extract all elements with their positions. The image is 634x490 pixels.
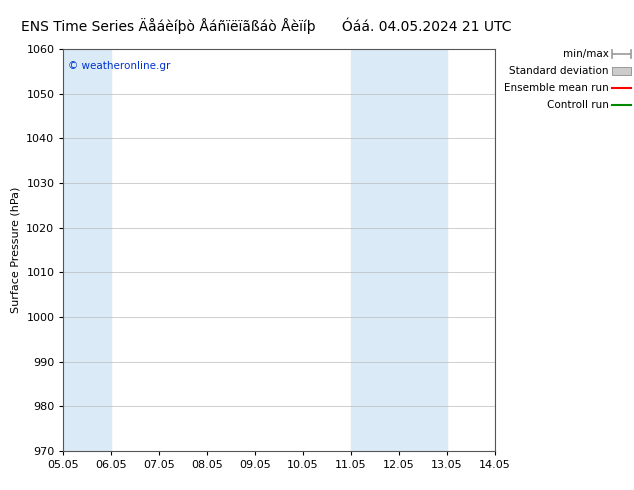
Y-axis label: Surface Pressure (hPa): Surface Pressure (hPa) [11, 187, 21, 313]
Text: Standard deviation: Standard deviation [509, 66, 609, 76]
Text: min/max: min/max [563, 49, 609, 59]
Bar [399, 49, 446, 451]
Text: Ensemble mean run: Ensemble mean run [504, 83, 609, 93]
Bar [63, 49, 112, 451]
Text: Controll run: Controll run [547, 100, 609, 110]
Bar [351, 49, 399, 451]
Bar [495, 49, 543, 451]
Text: ENS Time Series Äåáèíþò Åáñïëïãßáò Åèïíþ      Óáá. 04.05.2024 21 UTC: ENS Time Series Äåáèíþò Åáñïëïãßáò Åèïíþ… [21, 17, 512, 34]
Text: © weatheronline.gr: © weatheronline.gr [68, 61, 170, 71]
